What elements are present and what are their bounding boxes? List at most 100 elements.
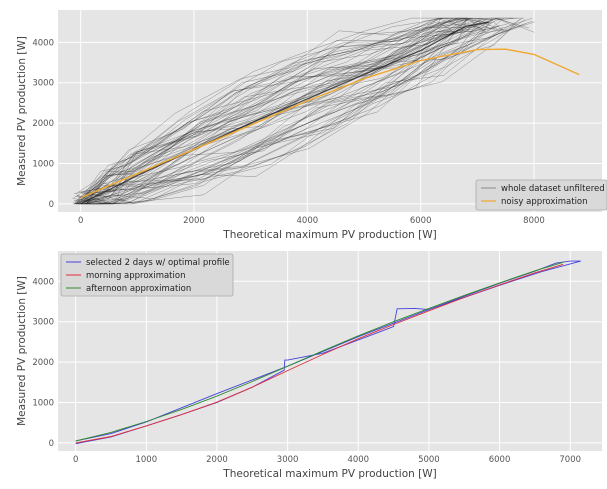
x-tick-label: 4000 [297,216,319,226]
x-tick-label: 2000 [183,216,205,226]
data-trace [76,29,471,205]
data-trace [84,31,457,200]
data-trace [86,17,517,205]
data-trace [86,23,466,205]
bottom-y-axis-label: Measured PV production [W] [16,276,28,426]
data-trace [75,17,490,203]
data-trace [72,17,470,199]
top-plot-area [58,10,602,212]
data-trace [89,17,466,205]
data-trace [88,18,468,197]
top-y-axis-label: Measured PV production [W] [16,36,28,186]
data-trace [75,19,482,205]
data-trace [74,17,499,205]
y-tick-label: 0 [49,439,54,449]
data-trace [73,18,462,205]
top-x-axis-label: Theoretical maximum PV production [W] [222,229,436,241]
data-trace [76,24,487,202]
data-trace [77,18,441,205]
data-trace [88,25,500,205]
legend-label-whole-dataset: whole dataset unfiltered [501,184,605,194]
data-trace [82,22,493,205]
x-tick-label: 7000 [559,455,581,465]
y-tick-label: 1000 [32,160,54,170]
data-trace [83,17,529,205]
legend-label-afternoon: afternoon approximation [86,284,191,294]
data-trace [76,18,448,205]
y-tick-label: 4000 [32,277,54,287]
data-trace [76,23,526,205]
data-trace [74,26,485,205]
data-trace [84,23,508,205]
data-trace [87,20,533,205]
bottom-chart: 0 1000 2000 3000 4000 5000 6000 7000 0 1000 2000 3… [16,251,602,480]
data-trace [81,17,443,205]
data-trace [72,17,492,204]
data-trace [80,17,461,205]
data-trace [73,22,492,205]
series-line-1 [80,48,580,199]
data-trace [81,18,497,205]
y-tick-label: 2000 [32,358,54,368]
bottom-legend: selected 2 days w/ optimal profile morni… [60,253,234,297]
data-trace [76,19,459,204]
data-trace [86,17,521,205]
y-tick-label: 2000 [32,119,54,129]
x-tick-label: 0 [78,216,83,226]
data-trace [73,29,452,205]
bottom-x-axis-label: Theoretical maximum PV production [W] [222,468,436,480]
data-trace [83,26,481,205]
data-trace [85,21,454,193]
y-tick-label: 1000 [32,399,54,409]
data-trace [79,17,535,205]
legend-label-morning: morning approximation [86,271,185,281]
data-trace [86,25,480,194]
top-legend: whole dataset unfiltered noisy approxima… [475,179,607,211]
data-trace [88,17,514,194]
data-trace [76,21,455,205]
y-tick-label: 4000 [32,38,54,48]
x-tick-label: 3000 [277,455,299,465]
y-tick-label: 3000 [32,318,54,328]
y-tick-label: 3000 [32,79,54,89]
data-trace [80,19,460,202]
top-chart: 0 2000 4000 6000 8000 0 1000 2000 3000 4000 Theo… [16,10,607,241]
data-trace [86,29,503,200]
data-trace [74,17,481,205]
data-trace [88,17,447,198]
data-trace [78,18,502,205]
data-trace [78,25,500,202]
data-trace [82,25,514,193]
data-trace [84,17,524,205]
legend-label-noisy-approx: noisy approximation [501,197,588,207]
series-line-2 [75,261,564,442]
x-tick-label: 8000 [523,216,545,226]
series-line-1 [75,263,564,444]
data-trace [87,18,469,205]
data-trace [86,23,478,205]
x-tick-label: 5000 [418,455,440,465]
data-trace [78,17,533,205]
data-trace [85,17,468,205]
x-tick-label: 2000 [206,455,228,465]
legend-label-selected-days: selected 2 days w/ optimal profile [86,258,230,268]
data-trace [75,17,463,195]
data-trace [75,17,452,205]
data-trace [83,17,518,205]
top-legend-box [475,179,607,211]
x-tick-label: 6000 [410,216,432,226]
series-whole-dataset-trend [80,21,489,205]
x-tick-label: 6000 [489,455,511,465]
data-trace [73,17,480,205]
data-trace [77,28,512,205]
x-tick-label: 0 [73,455,78,465]
data-trace [76,19,468,205]
data-trace [76,19,526,205]
x-tick-label: 1000 [135,455,157,465]
bottom-legend-box [60,253,234,297]
data-trace [72,27,508,205]
x-tick-label: 4000 [347,455,369,465]
data-trace [74,21,535,195]
data-trace [86,17,484,205]
